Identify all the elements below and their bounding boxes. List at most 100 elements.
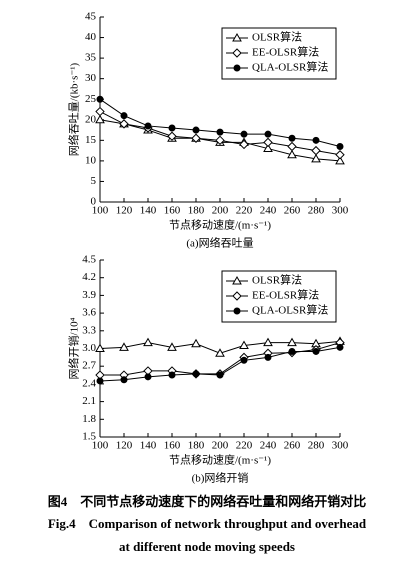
x-tick-label: 100 xyxy=(92,440,109,452)
y-tick-label: 5 xyxy=(91,175,97,187)
y-tick-label: 3.9 xyxy=(82,289,96,301)
marker xyxy=(311,153,321,163)
x-axis-label: 节点移动速度/(m·s⁻¹) xyxy=(169,453,271,467)
legend-marker xyxy=(232,275,242,285)
x-axis-label: 节点移动速度/(m·s⁻¹) xyxy=(169,218,271,232)
y-tick-label: 2.1 xyxy=(82,395,96,407)
x-tick-label: 180 xyxy=(188,440,205,452)
x-tick-label: 240 xyxy=(260,440,277,452)
marker xyxy=(288,347,296,355)
marker xyxy=(144,373,152,381)
marker xyxy=(287,149,297,159)
caption-cn: 图4 不同节点移动速度下的网络吞吐量和网络开销对比 xyxy=(48,494,367,509)
marker xyxy=(263,337,273,347)
y-tick-label: 3.3 xyxy=(82,324,96,336)
marker xyxy=(191,338,201,348)
legend-label: OLSR算法 xyxy=(252,273,302,287)
marker xyxy=(120,376,128,384)
legend-label: QLA-OLSR算法 xyxy=(252,60,328,74)
marker xyxy=(239,139,249,150)
marker xyxy=(95,114,105,124)
y-tick-label: 10 xyxy=(85,154,97,166)
y-tick-label: 20 xyxy=(85,113,97,125)
y-tick-label: 3.0 xyxy=(82,342,96,354)
y-tick-label: 1.5 xyxy=(82,431,96,443)
marker xyxy=(335,150,345,160)
marker xyxy=(216,371,224,379)
y-tick-label: 30 xyxy=(85,72,97,84)
y-tick-label: 25 xyxy=(85,93,97,105)
legend-label: QLA-OLSR算法 xyxy=(252,303,328,317)
x-tick-label: 200 xyxy=(212,205,229,217)
marker xyxy=(264,353,272,361)
marker xyxy=(167,342,177,351)
x-tick-label: 280 xyxy=(308,440,325,452)
marker xyxy=(215,348,225,357)
y-tick-label: 15 xyxy=(85,134,97,146)
legend-marker xyxy=(233,64,241,72)
marker xyxy=(167,131,177,141)
x-tick-label: 300 xyxy=(332,205,349,217)
y-tick-label: 0 xyxy=(91,196,97,208)
x-tick-label: 200 xyxy=(212,440,229,452)
x-tick-label: 160 xyxy=(164,205,181,217)
marker xyxy=(191,133,201,143)
legend-marker xyxy=(232,291,242,301)
marker xyxy=(264,130,272,138)
x-tick-label: 240 xyxy=(260,205,277,217)
y-tick-label: 40 xyxy=(85,31,97,43)
marker xyxy=(335,155,345,165)
marker xyxy=(215,135,225,146)
marker xyxy=(96,95,104,103)
marker xyxy=(311,145,321,156)
x-tick-label: 220 xyxy=(236,205,253,217)
y-axis-label: 网络吞吐量/(kb·s⁻¹) xyxy=(67,62,81,156)
legend-label: OLSR算法 xyxy=(252,30,302,44)
x-tick-label: 220 xyxy=(236,440,253,452)
marker xyxy=(95,106,105,117)
marker xyxy=(288,134,296,142)
x-tick-label: 140 xyxy=(140,205,157,217)
y-axis-label: 网络开销/10⁴ xyxy=(67,317,81,379)
x-tick-label: 100 xyxy=(92,205,109,217)
caption-en: at different node moving speeds xyxy=(119,539,295,554)
y-tick-label: 3.6 xyxy=(82,307,96,319)
marker xyxy=(119,119,129,129)
marker xyxy=(119,342,129,351)
legend-label: EE-OLSR算法 xyxy=(252,288,319,302)
y-tick-label: 35 xyxy=(85,52,97,64)
marker xyxy=(263,137,273,148)
marker xyxy=(240,356,248,364)
x-tick-label: 180 xyxy=(188,205,205,217)
marker xyxy=(287,337,297,347)
marker xyxy=(263,143,273,153)
marker xyxy=(168,371,176,379)
x-tick-label: 140 xyxy=(140,440,157,452)
y-tick-label: 45 xyxy=(85,11,97,23)
marker xyxy=(216,128,224,136)
subtitle: (a)网络吞吐量 xyxy=(186,236,253,250)
marker xyxy=(168,124,176,132)
x-tick-label: 120 xyxy=(116,440,133,452)
marker xyxy=(120,112,128,120)
marker xyxy=(312,136,320,144)
legend-marker xyxy=(232,32,242,42)
y-tick-label: 2.7 xyxy=(82,360,96,372)
x-tick-label: 280 xyxy=(308,205,325,217)
marker xyxy=(336,143,344,150)
subtitle: (b)网络开销 xyxy=(192,471,249,485)
marker xyxy=(95,343,105,352)
marker xyxy=(143,337,153,347)
x-tick-label: 260 xyxy=(284,440,301,452)
legend-marker xyxy=(233,307,241,315)
y-tick-label: 2.4 xyxy=(82,377,96,389)
marker xyxy=(287,141,297,152)
marker xyxy=(239,340,249,350)
y-tick-label: 4.5 xyxy=(82,254,96,266)
legend-marker xyxy=(232,48,242,58)
marker xyxy=(96,377,104,385)
marker xyxy=(144,122,152,130)
y-tick-label: 4.2 xyxy=(82,271,96,283)
